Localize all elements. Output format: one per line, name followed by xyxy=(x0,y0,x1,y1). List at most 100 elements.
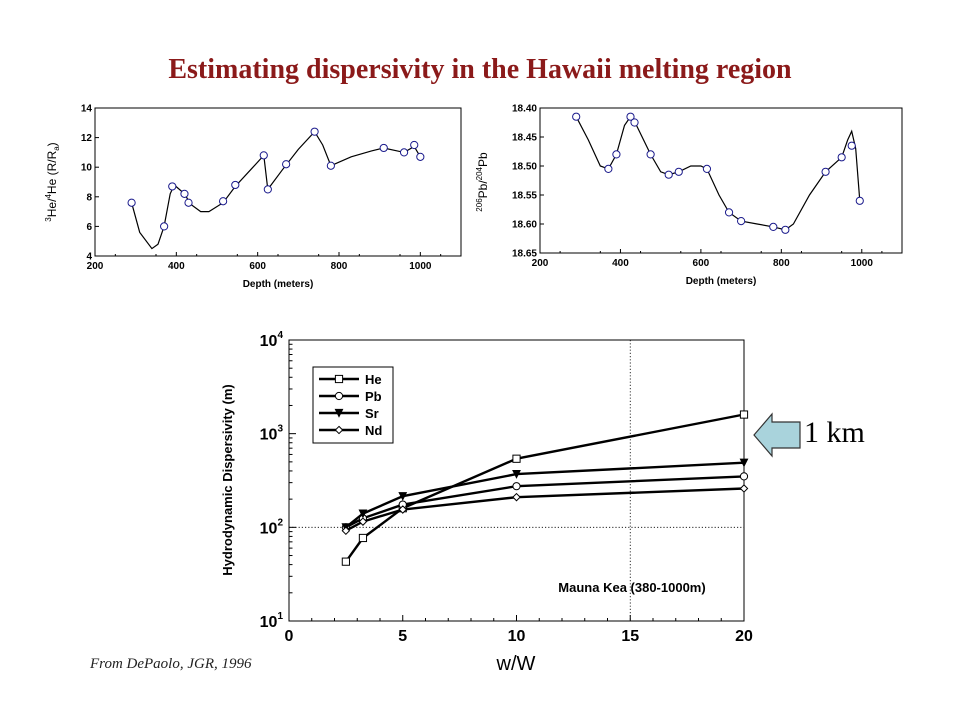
x-tick-label: 10 xyxy=(508,628,526,645)
y-axis-label: Hydrodynamic Dispersivity (m) xyxy=(220,384,235,575)
data-point xyxy=(674,167,683,176)
x-tick-label: 800 xyxy=(331,261,348,272)
legend-marker xyxy=(334,408,344,418)
data-point xyxy=(358,509,368,519)
data-point xyxy=(341,526,351,536)
y-axis-label: 206Pb/204Pb xyxy=(475,152,490,212)
x-tick-label: 0 xyxy=(285,628,294,645)
data-point xyxy=(127,198,136,207)
data-point xyxy=(739,484,749,493)
helium-isotope-chart: 200 400 600 800 1000 4 6 8 10 12 14 Depth (meters)… xyxy=(44,104,462,290)
x-tick-label: 5 xyxy=(398,628,407,645)
data-point xyxy=(604,164,613,174)
data-point xyxy=(646,150,655,159)
y-tick-label: 4 xyxy=(86,252,92,263)
legend-label-sr: Sr xyxy=(365,406,379,421)
dispersivity-chart: 0 5 10 15 20 101 102 103 104 He Pb Sr Nd Mauna Kea … xyxy=(220,330,753,675)
data-point xyxy=(399,148,409,157)
data-point xyxy=(512,482,521,491)
chart-annotation: Mauna Kea (380-1000m) xyxy=(558,580,705,595)
data-point xyxy=(168,182,177,191)
y-tick-label: 14 xyxy=(81,104,93,115)
series-nd xyxy=(341,484,749,536)
data-point xyxy=(821,167,830,176)
x-axis-label: Depth (meters) xyxy=(243,279,314,290)
x-tick-label: 800 xyxy=(773,258,790,269)
legend-marker xyxy=(334,374,344,384)
data-point xyxy=(410,140,419,150)
x-tick-label: 400 xyxy=(168,261,185,272)
data-point xyxy=(855,196,864,205)
plot-frame xyxy=(539,107,903,254)
y-tick-label: 104 xyxy=(260,330,284,350)
x-tick-label: 20 xyxy=(735,628,753,645)
legend-label-pb: Pb xyxy=(365,389,382,404)
data-point xyxy=(724,208,734,217)
data-point xyxy=(398,492,408,501)
data-point xyxy=(219,197,228,206)
x-tick-label: 600 xyxy=(249,261,266,272)
callout-label: 1 km xyxy=(804,416,865,449)
data-point xyxy=(626,112,635,121)
x-tick-label: 600 xyxy=(693,258,710,269)
page-title: Estimating dispersivity in the Hawaii me… xyxy=(168,54,792,85)
x-tick-label: 1000 xyxy=(851,258,874,269)
citation: From DePaolo, JGR, 1996 xyxy=(90,656,252,672)
y-tick-label: 10 xyxy=(81,163,93,174)
x-tick-label: 15 xyxy=(621,628,639,645)
data-point xyxy=(160,222,169,231)
data-point xyxy=(231,180,240,190)
data-point xyxy=(180,189,189,198)
y-tick-label: 6 xyxy=(86,222,92,233)
legend-label-nd: Nd xyxy=(365,423,382,438)
y-axis-label: 3He/4He (R/Ra) xyxy=(44,142,61,221)
x-tick-label: 1000 xyxy=(409,261,432,272)
data-point xyxy=(612,150,621,159)
data-point xyxy=(702,164,712,174)
y-tick-label: 18.50 xyxy=(512,162,537,173)
y-tick-label: 102 xyxy=(260,517,284,537)
y-tick-label: 18.40 xyxy=(512,104,537,115)
data-point xyxy=(379,143,388,153)
x-tick-label: 400 xyxy=(612,258,629,269)
data-point xyxy=(739,410,749,419)
data-point xyxy=(184,198,193,207)
data-point xyxy=(737,217,746,226)
data-point xyxy=(837,153,846,162)
y-tick-label: 18.55 xyxy=(512,191,537,202)
series-sr xyxy=(341,458,749,533)
x-tick-label: 200 xyxy=(532,258,549,269)
legend-marker xyxy=(334,391,344,401)
data-point xyxy=(847,141,856,150)
data-point xyxy=(664,170,673,179)
x-axis-label: w/W xyxy=(496,653,536,675)
data-point xyxy=(259,151,268,160)
trend-curve xyxy=(575,115,861,231)
y-tick-label: 8 xyxy=(86,192,92,203)
data-point xyxy=(572,112,581,121)
plot-frame xyxy=(94,107,462,257)
data-point xyxy=(310,127,319,136)
legend-label-he: He xyxy=(365,372,382,387)
callout-arrow-icon xyxy=(753,412,801,458)
data-point xyxy=(416,152,425,161)
data-point xyxy=(630,118,639,127)
data-point xyxy=(326,161,335,170)
y-tick-label: 101 xyxy=(260,611,284,631)
x-tick-label: 200 xyxy=(87,261,104,272)
y-tick-label: 103 xyxy=(260,424,284,444)
series-pb xyxy=(341,472,749,532)
data-point xyxy=(341,557,350,566)
data-point xyxy=(358,517,368,526)
data-point xyxy=(512,470,521,479)
data-point xyxy=(739,458,749,468)
data-point xyxy=(769,222,778,231)
legend: He Pb Sr Nd xyxy=(312,366,394,444)
data-point xyxy=(398,505,408,514)
legend-marker xyxy=(334,425,344,435)
data-point xyxy=(263,185,272,194)
data-point xyxy=(512,454,521,463)
series-line xyxy=(344,413,745,563)
data-point xyxy=(781,225,790,234)
data-point xyxy=(512,492,521,502)
